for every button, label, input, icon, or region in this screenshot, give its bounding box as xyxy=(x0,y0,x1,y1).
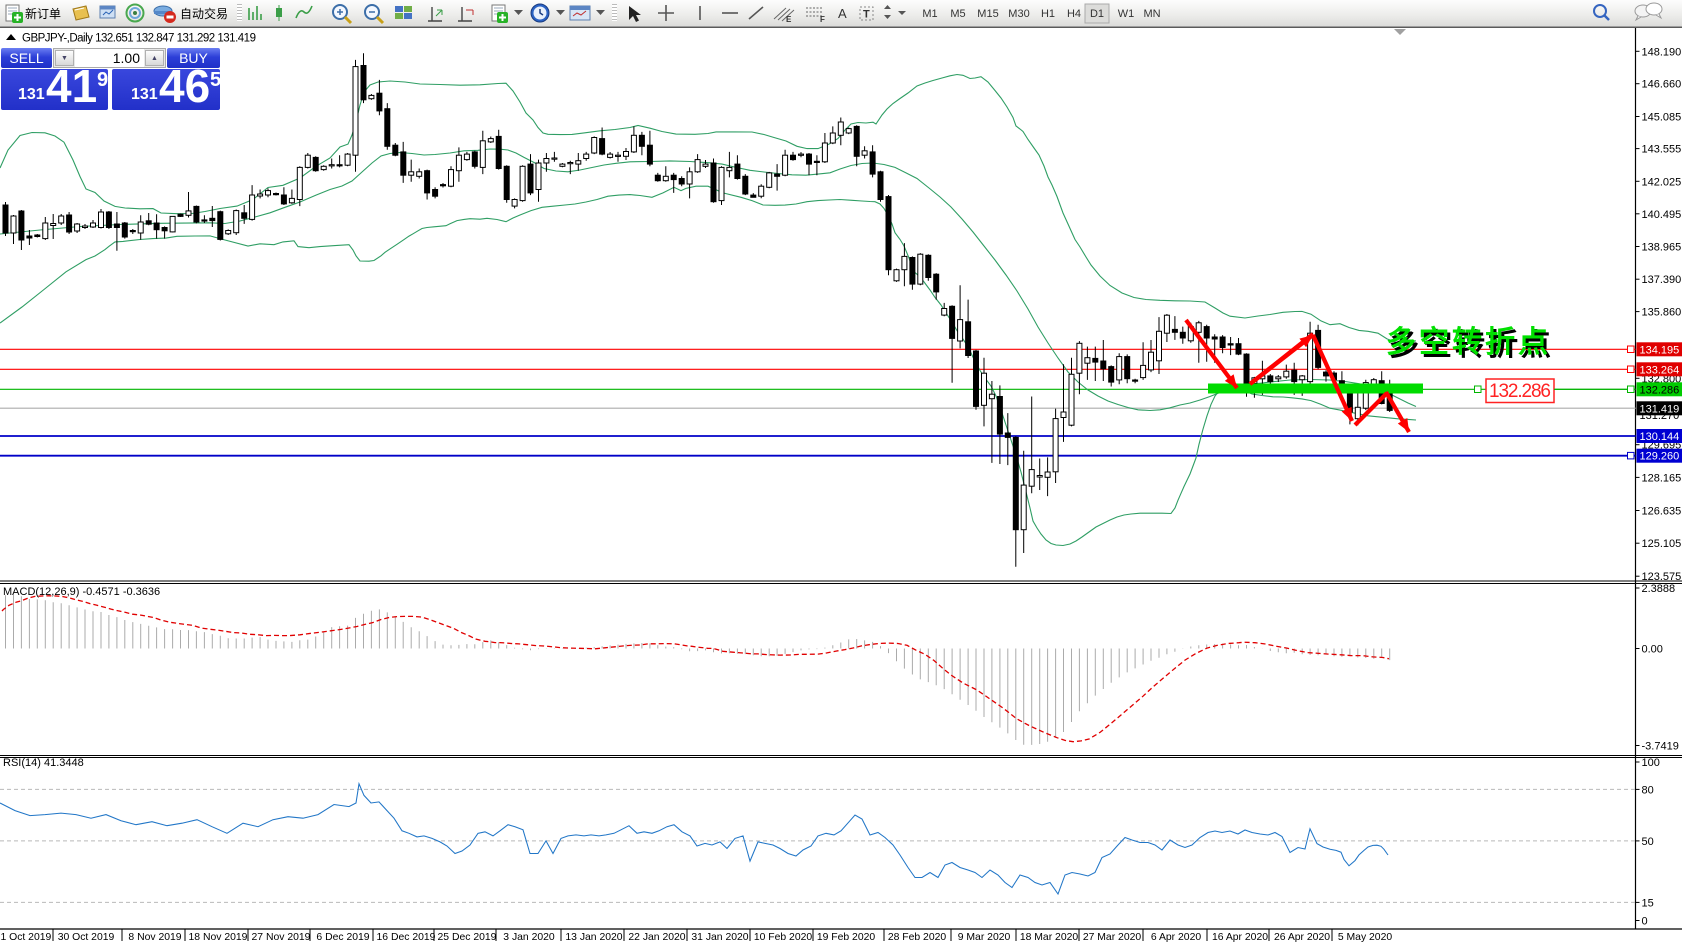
svg-text:0.00: 0.00 xyxy=(1642,644,1663,656)
svg-text:W1: W1 xyxy=(1118,8,1135,20)
svg-text:MACD(12,26,9) -0.4571 -0.3636: MACD(12,26,9) -0.4571 -0.3636 xyxy=(3,586,160,598)
svg-text:D1: D1 xyxy=(1090,8,1104,20)
svg-text:M5: M5 xyxy=(950,8,965,20)
svg-text:138.965: 138.965 xyxy=(1642,242,1682,254)
svg-text:26 Apr 2020: 26 Apr 2020 xyxy=(1274,932,1330,943)
svg-text:132.286: 132.286 xyxy=(1489,381,1551,402)
svg-text:GBPJPY-,Daily 132.651 132.847: GBPJPY-,Daily 132.651 132.847 131.292 13… xyxy=(22,33,256,45)
svg-text:MN: MN xyxy=(1143,8,1160,20)
svg-text:123.575: 123.575 xyxy=(1642,571,1682,583)
svg-text:132.286: 132.286 xyxy=(1640,384,1680,396)
svg-text:9 Mar 2020: 9 Mar 2020 xyxy=(958,932,1011,943)
svg-text:131.419: 131.419 xyxy=(1640,403,1680,415)
svg-text:129.260: 129.260 xyxy=(1640,451,1680,463)
svg-text:M30: M30 xyxy=(1008,8,1029,20)
svg-text:142.025: 142.025 xyxy=(1642,176,1682,188)
svg-text:133.264: 133.264 xyxy=(1640,364,1680,376)
svg-text:135.860: 135.860 xyxy=(1642,307,1682,319)
svg-text:多空转折点: 多空转折点 xyxy=(1389,329,1554,362)
svg-text:E: E xyxy=(786,15,792,24)
svg-text:5 May 2020: 5 May 2020 xyxy=(1338,932,1393,943)
svg-text:8 Nov 2019: 8 Nov 2019 xyxy=(128,932,181,943)
svg-text:F: F xyxy=(820,15,825,24)
svg-text:22 Jan 2020: 22 Jan 2020 xyxy=(628,932,685,943)
svg-text:80: 80 xyxy=(1642,784,1654,796)
svg-text:146.660: 146.660 xyxy=(1642,79,1682,91)
svg-text:16 Dec 2019: 16 Dec 2019 xyxy=(377,932,436,943)
svg-text:100: 100 xyxy=(1642,757,1660,769)
svg-text:27 Mar 2020: 27 Mar 2020 xyxy=(1083,932,1142,943)
svg-text:126.635: 126.635 xyxy=(1642,506,1682,518)
svg-text:134.195: 134.195 xyxy=(1640,344,1680,356)
svg-text:T: T xyxy=(863,9,870,21)
svg-text:30 Oct 2019: 30 Oct 2019 xyxy=(58,932,115,943)
svg-text:H1: H1 xyxy=(1041,8,1055,20)
svg-text:6 Apr 2020: 6 Apr 2020 xyxy=(1151,932,1201,943)
svg-text:6 Dec 2019: 6 Dec 2019 xyxy=(316,932,369,943)
svg-text:145.085: 145.085 xyxy=(1642,112,1682,124)
svg-text:27 Nov 2019: 27 Nov 2019 xyxy=(252,932,311,943)
svg-text:A: A xyxy=(838,6,847,21)
svg-text:15: 15 xyxy=(1642,897,1654,909)
svg-text:25 Dec 2019: 25 Dec 2019 xyxy=(438,932,497,943)
svg-text:128.165: 128.165 xyxy=(1642,472,1682,484)
svg-text:31 Jan 2020: 31 Jan 2020 xyxy=(691,932,748,943)
svg-text:16 Apr 2020: 16 Apr 2020 xyxy=(1212,932,1268,943)
svg-text:19 Feb 2020: 19 Feb 2020 xyxy=(817,932,876,943)
svg-text:50: 50 xyxy=(1642,836,1654,848)
svg-text:21 Oct 2019: 21 Oct 2019 xyxy=(0,932,52,943)
svg-text:10 Feb 2020: 10 Feb 2020 xyxy=(754,932,813,943)
svg-text:148.190: 148.190 xyxy=(1642,46,1682,58)
svg-text:137.390: 137.390 xyxy=(1642,274,1682,286)
svg-text:3 Jan 2020: 3 Jan 2020 xyxy=(503,932,555,943)
svg-text:2.3888: 2.3888 xyxy=(1642,583,1676,595)
svg-text:143.555: 143.555 xyxy=(1642,144,1682,156)
svg-text:0: 0 xyxy=(1642,916,1648,928)
svg-text:RSI(14) 41.3448: RSI(14) 41.3448 xyxy=(3,757,84,769)
svg-text:H4: H4 xyxy=(1067,8,1081,20)
svg-text:125.105: 125.105 xyxy=(1642,538,1682,550)
svg-text:M15: M15 xyxy=(977,8,998,20)
svg-text:13 Jan 2020: 13 Jan 2020 xyxy=(565,932,622,943)
svg-text:140.495: 140.495 xyxy=(1642,209,1682,221)
svg-text:18 Nov 2019: 18 Nov 2019 xyxy=(189,932,248,943)
svg-text:130.144: 130.144 xyxy=(1640,431,1680,443)
svg-text:多空转折点: 多空转折点 xyxy=(1386,326,1551,359)
svg-text:18 Mar 2020: 18 Mar 2020 xyxy=(1020,932,1079,943)
svg-text:-3.7419: -3.7419 xyxy=(1642,741,1679,753)
svg-text:M1: M1 xyxy=(922,8,937,20)
svg-text:28 Feb 2020: 28 Feb 2020 xyxy=(888,932,947,943)
